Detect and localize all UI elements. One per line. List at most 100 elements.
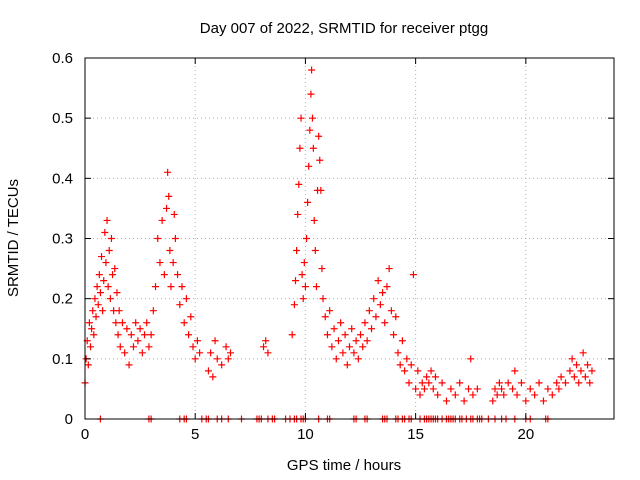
data-point bbox=[339, 349, 347, 357]
data-point bbox=[368, 325, 376, 333]
data-point bbox=[297, 114, 305, 122]
data-point bbox=[394, 349, 402, 357]
data-point bbox=[334, 337, 342, 345]
data-point bbox=[166, 247, 174, 255]
data-point bbox=[152, 283, 160, 291]
data-point bbox=[105, 247, 113, 255]
data-point bbox=[299, 295, 307, 303]
data-point bbox=[323, 331, 331, 339]
data-point bbox=[226, 349, 234, 357]
data-point bbox=[178, 283, 186, 291]
chart-title: Day 007 of 2022, SRMTID for receiver ptg… bbox=[200, 20, 488, 37]
data-point bbox=[319, 295, 327, 303]
data-point bbox=[434, 391, 442, 399]
data-point bbox=[473, 385, 481, 393]
data-point bbox=[357, 331, 365, 339]
data-point bbox=[106, 295, 114, 303]
data-point bbox=[390, 331, 398, 339]
data-point bbox=[409, 271, 417, 279]
data-point bbox=[586, 379, 594, 387]
data-point bbox=[522, 397, 530, 405]
data-point bbox=[318, 265, 326, 273]
data-point bbox=[465, 385, 473, 393]
data-point bbox=[451, 391, 459, 399]
data-point bbox=[489, 397, 497, 405]
data-point bbox=[91, 295, 99, 303]
data-point bbox=[396, 361, 404, 369]
data-point bbox=[456, 379, 464, 387]
x-tick-label: 0 bbox=[81, 426, 89, 443]
data-point bbox=[354, 355, 362, 363]
data-point bbox=[96, 289, 104, 297]
data-point bbox=[92, 313, 100, 321]
data-point bbox=[343, 361, 351, 369]
data-point bbox=[301, 283, 309, 291]
data-point bbox=[379, 289, 387, 297]
y-tick-label: 0.1 bbox=[52, 351, 73, 368]
data-point bbox=[370, 295, 378, 303]
data-point bbox=[113, 289, 121, 297]
data-point bbox=[187, 313, 195, 321]
data-point bbox=[304, 198, 312, 206]
data-point bbox=[509, 385, 517, 393]
data-point bbox=[305, 162, 313, 170]
data-point bbox=[191, 355, 199, 363]
data-point bbox=[346, 343, 353, 351]
data-point bbox=[359, 343, 367, 351]
data-point bbox=[566, 367, 574, 375]
data-point bbox=[211, 337, 219, 345]
data-point bbox=[218, 361, 226, 369]
data-point bbox=[575, 379, 583, 387]
data-point bbox=[460, 397, 468, 405]
data-point bbox=[467, 355, 475, 363]
data-point bbox=[535, 379, 543, 387]
x-tick-label: 15 bbox=[407, 426, 424, 443]
data-point bbox=[303, 235, 311, 242]
data-point bbox=[310, 216, 318, 224]
data-point bbox=[348, 325, 356, 333]
data-point bbox=[427, 367, 435, 375]
data-point bbox=[170, 210, 178, 218]
data-point bbox=[312, 283, 320, 291]
data-point bbox=[101, 228, 109, 236]
data-point bbox=[288, 331, 296, 339]
data-point bbox=[321, 313, 329, 321]
data-point bbox=[544, 385, 552, 393]
data-point bbox=[438, 379, 446, 387]
data-point bbox=[87, 343, 95, 351]
data-point bbox=[425, 379, 433, 387]
data-point bbox=[412, 385, 420, 393]
data-point bbox=[442, 397, 450, 405]
y-tick-label: 0.3 bbox=[52, 231, 73, 248]
data-point bbox=[557, 373, 565, 381]
data-point bbox=[104, 283, 112, 291]
data-point bbox=[136, 325, 144, 333]
x-tick-label: 20 bbox=[517, 426, 534, 443]
data-point bbox=[176, 301, 184, 309]
data-point bbox=[169, 259, 177, 267]
data-point bbox=[513, 391, 521, 399]
data-point bbox=[204, 367, 212, 375]
data-point bbox=[308, 114, 316, 122]
data-point bbox=[88, 325, 96, 333]
data-point bbox=[207, 349, 215, 357]
data-point bbox=[414, 367, 422, 375]
data-point bbox=[577, 367, 585, 375]
data-point bbox=[392, 313, 400, 321]
data-point bbox=[154, 235, 162, 242]
data-point bbox=[416, 391, 424, 399]
data-point bbox=[298, 271, 306, 279]
data-point bbox=[125, 361, 133, 369]
data-point bbox=[193, 337, 201, 345]
data-point bbox=[149, 307, 157, 315]
y-tick-label: 0.5 bbox=[52, 110, 73, 127]
data-point bbox=[447, 385, 455, 393]
data-point bbox=[127, 331, 135, 339]
data-point bbox=[332, 355, 340, 363]
data-point bbox=[328, 343, 336, 351]
data-point bbox=[363, 337, 371, 345]
data-point bbox=[317, 186, 325, 194]
data-point bbox=[341, 331, 349, 339]
data-point bbox=[89, 307, 97, 315]
